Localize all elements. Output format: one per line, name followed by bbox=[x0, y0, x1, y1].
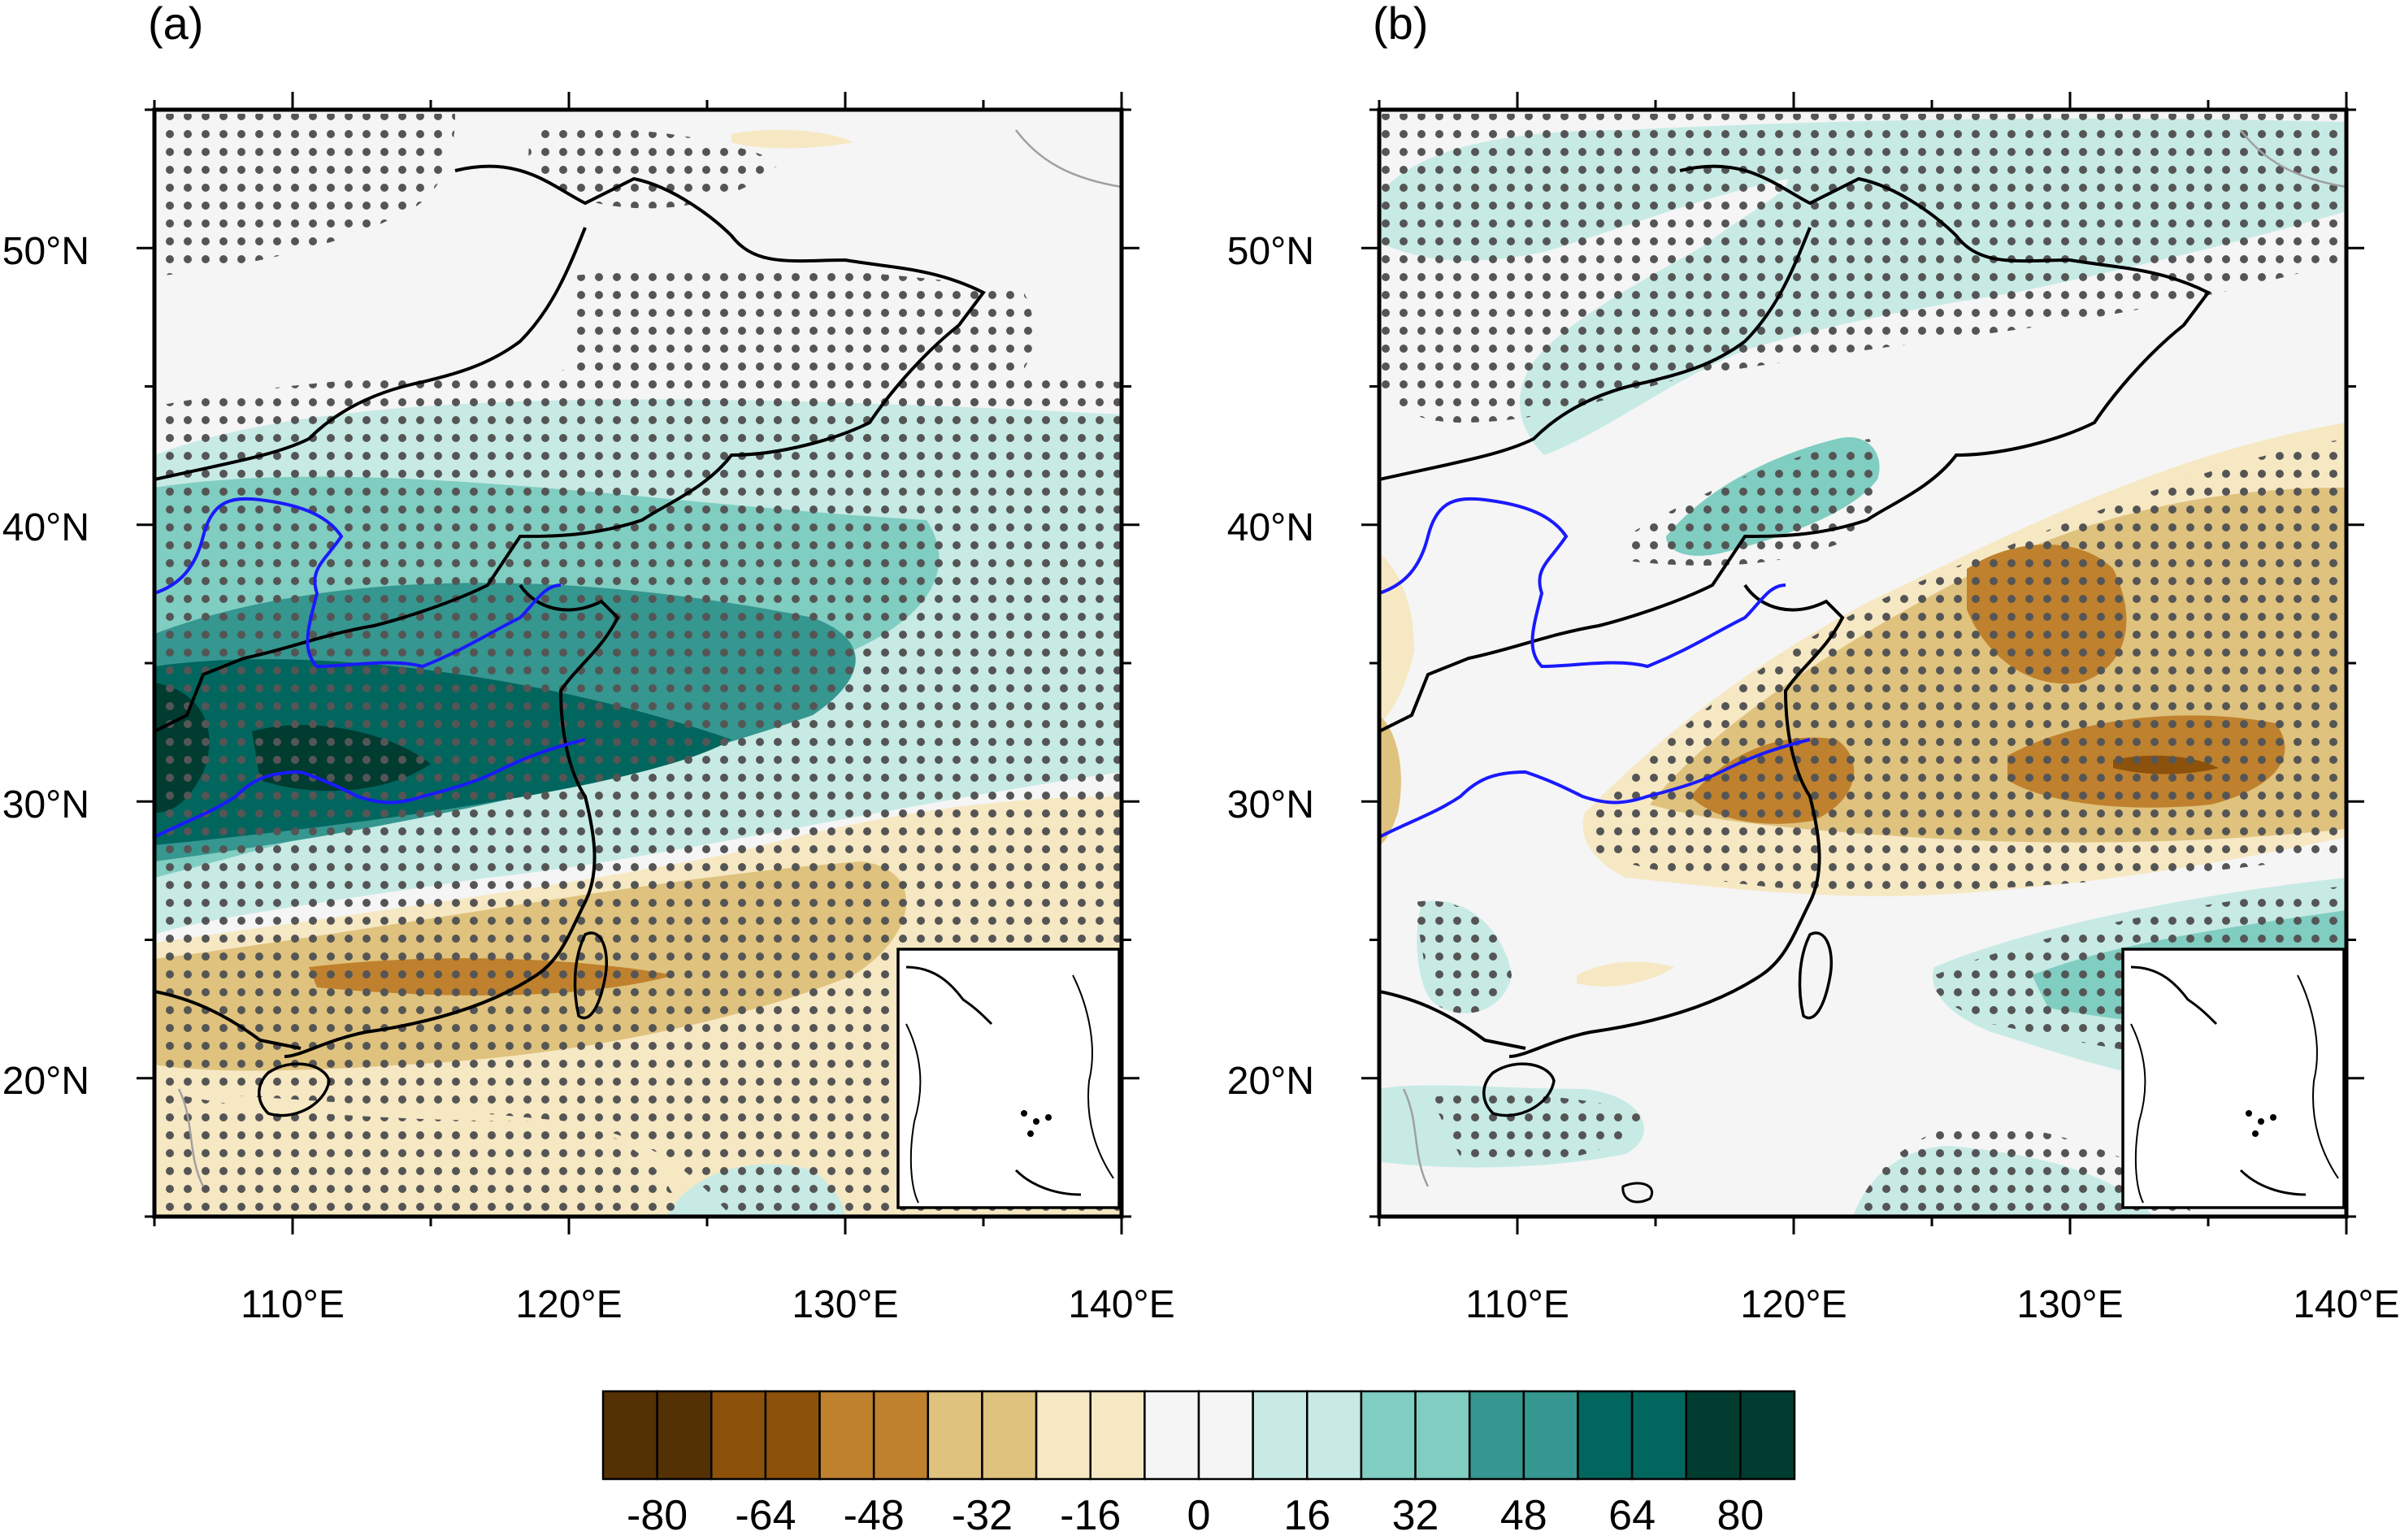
colorbar-label: 48 bbox=[1500, 1492, 1547, 1539]
colorbar-box bbox=[927, 1390, 983, 1481]
panel-a-ticks bbox=[137, 92, 1139, 1234]
colorbar-box bbox=[1306, 1390, 1363, 1481]
colorbar-box bbox=[981, 1390, 1038, 1481]
lat-label-20: 20°N bbox=[1227, 1060, 1314, 1103]
lat-label-30: 30°N bbox=[2, 783, 89, 826]
lat-label-50: 50°N bbox=[2, 230, 89, 273]
colorbar-boxes bbox=[601, 1390, 1796, 1481]
lat-label-50: 50°N bbox=[1227, 230, 1314, 273]
colorbar-label: -48 bbox=[844, 1492, 905, 1539]
colorbar-label: 0 bbox=[1187, 1492, 1211, 1539]
colorbar-label: 64 bbox=[1608, 1492, 1656, 1539]
lon-label-130: 130°E bbox=[792, 1283, 898, 1326]
lon-label-130: 130°E bbox=[2016, 1283, 2123, 1326]
colorbar: -80 -64 -48 -32 -16 0 16 32 48 64 80 bbox=[601, 1390, 1796, 1539]
lon-label-140: 140°E bbox=[1068, 1283, 1174, 1326]
colorbar-box bbox=[1522, 1390, 1579, 1481]
colorbar-box bbox=[1197, 1390, 1254, 1481]
colorbar-box bbox=[1685, 1390, 1742, 1481]
colorbar-box bbox=[1739, 1390, 1796, 1481]
colorbar-box bbox=[1630, 1390, 1687, 1481]
colorbar-box bbox=[1360, 1390, 1417, 1481]
colorbar-label: 80 bbox=[1716, 1492, 1764, 1539]
colorbar-label: 16 bbox=[1283, 1492, 1330, 1539]
panel-a: (a) 50°N 40°N 30°N 20°N 110°E 120°E 130°… bbox=[2, 0, 1175, 1326]
colorbar-box bbox=[872, 1390, 930, 1481]
colorbar-label: -32 bbox=[952, 1492, 1013, 1539]
colorbar-box bbox=[764, 1390, 821, 1481]
colorbar-box bbox=[601, 1390, 658, 1481]
colorbar-box bbox=[818, 1390, 875, 1481]
lat-label-40: 40°N bbox=[2, 506, 89, 549]
colorbar-box bbox=[1252, 1390, 1308, 1481]
colorbar-box bbox=[1089, 1390, 1146, 1481]
lat-label-40: 40°N bbox=[1227, 506, 1314, 549]
colorbar-box bbox=[1468, 1390, 1525, 1481]
lon-label-110: 110°E bbox=[1465, 1283, 1569, 1326]
colorbar-label: -16 bbox=[1060, 1492, 1121, 1539]
lon-label-140: 140°E bbox=[2293, 1283, 2399, 1326]
colorbar-box bbox=[656, 1390, 713, 1481]
panel-b-inset-map bbox=[2121, 948, 2346, 1209]
lat-label-20: 20°N bbox=[2, 1060, 89, 1103]
lon-label-110: 110°E bbox=[241, 1283, 345, 1326]
panel-b-field bbox=[1379, 110, 2346, 1217]
panel-a-field bbox=[154, 110, 1122, 1217]
colorbar-box bbox=[1577, 1390, 1634, 1481]
panel-a-label: (a) bbox=[148, 0, 203, 49]
panel-a-inset-map bbox=[896, 948, 1121, 1209]
panel-b-ticks bbox=[1361, 92, 2364, 1234]
colorbar-label: -64 bbox=[735, 1492, 796, 1539]
colorbar-label: 32 bbox=[1392, 1492, 1439, 1539]
colorbar-box bbox=[710, 1390, 767, 1481]
colorbar-box bbox=[1144, 1390, 1200, 1481]
lon-label-120: 120°E bbox=[1740, 1283, 1847, 1326]
colorbar-box bbox=[1035, 1390, 1092, 1481]
colorbar-box bbox=[1414, 1390, 1471, 1481]
lon-label-120: 120°E bbox=[515, 1283, 622, 1326]
colorbar-label: -80 bbox=[627, 1492, 688, 1539]
colorbar-labels: -80 -64 -48 -32 -16 0 16 32 48 64 80 bbox=[627, 1492, 1764, 1539]
panel-b-label: (b) bbox=[1373, 0, 1428, 49]
panel-b: (b) 50°N 40°N 30°N 20°N 110°E 120°E 130°… bbox=[1227, 0, 2400, 1326]
lat-label-30: 30°N bbox=[1227, 783, 1314, 826]
